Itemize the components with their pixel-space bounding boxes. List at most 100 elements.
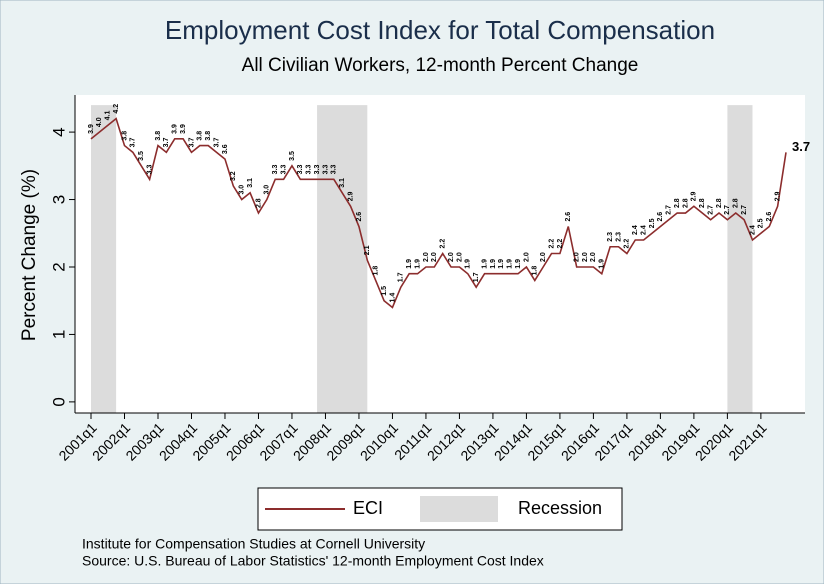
legend-label: ECI bbox=[353, 498, 383, 518]
data-label: 2.8 bbox=[716, 198, 723, 208]
data-label: 3.9 bbox=[88, 124, 95, 134]
data-label: 3.0 bbox=[264, 185, 271, 195]
data-label: 2.8 bbox=[699, 198, 706, 208]
note: Institute for Compensation Studies at Co… bbox=[82, 536, 425, 552]
chart-title: Employment Cost Index for Total Compensa… bbox=[165, 15, 715, 45]
data-label: 2.0 bbox=[590, 252, 597, 262]
data-label: 2.7 bbox=[666, 205, 673, 215]
data-label: 3.8 bbox=[205, 131, 212, 141]
data-label: 2.0 bbox=[574, 252, 581, 262]
y-tick-label: 2 bbox=[49, 262, 68, 271]
data-label: 3.5 bbox=[289, 151, 296, 161]
data-label: 3.8 bbox=[121, 131, 128, 141]
data-label: 2.5 bbox=[649, 218, 656, 228]
plot-area bbox=[75, 95, 805, 413]
data-label: 2.2 bbox=[440, 239, 447, 249]
data-label: 3.7 bbox=[188, 137, 195, 147]
data-label: 3.3 bbox=[272, 164, 279, 174]
data-label: 2.5 bbox=[758, 218, 765, 228]
data-label: 1.7 bbox=[398, 272, 405, 282]
chart-subtitle: All Civilian Workers, 12-month Percent C… bbox=[242, 55, 639, 76]
data-label: 3.5 bbox=[138, 151, 145, 161]
data-label: 1.9 bbox=[481, 259, 488, 269]
data-label: 1.9 bbox=[515, 259, 522, 269]
data-label: 2.4 bbox=[749, 225, 756, 235]
data-label: 3.3 bbox=[322, 164, 329, 174]
data-label: 3.2 bbox=[230, 171, 237, 181]
data-label: 4.1 bbox=[105, 111, 112, 121]
data-label: 3.7 bbox=[792, 139, 810, 154]
data-label: 3.0 bbox=[239, 185, 246, 195]
data-label: 3.7 bbox=[130, 137, 137, 147]
data-label: 3.3 bbox=[280, 164, 287, 174]
data-label: 1.9 bbox=[414, 259, 421, 269]
data-label: 2.0 bbox=[582, 252, 589, 262]
data-label: 2.0 bbox=[448, 252, 455, 262]
data-label: 3.3 bbox=[146, 164, 153, 174]
note: Source: U.S. Bureau of Labor Statistics'… bbox=[82, 553, 544, 569]
recession-band bbox=[91, 105, 117, 413]
data-label: 2.9 bbox=[691, 191, 698, 201]
data-label: 1.5 bbox=[381, 286, 388, 296]
data-label: 3.3 bbox=[314, 164, 321, 174]
data-label: 2.8 bbox=[733, 198, 740, 208]
data-label: 2.6 bbox=[356, 212, 363, 222]
data-label: 2.2 bbox=[557, 239, 564, 249]
data-label: 1.9 bbox=[490, 259, 497, 269]
data-label: 2.3 bbox=[607, 232, 614, 242]
y-tick-label: 1 bbox=[49, 330, 68, 339]
data-label: 3.8 bbox=[155, 131, 162, 141]
data-label: 2.2 bbox=[548, 239, 555, 249]
data-label: 1.9 bbox=[498, 259, 505, 269]
data-label: 1.7 bbox=[473, 272, 480, 282]
data-label: 3.1 bbox=[247, 178, 254, 188]
data-label: 2.9 bbox=[774, 191, 781, 201]
data-label: 1.8 bbox=[532, 266, 539, 276]
data-label: 2.0 bbox=[431, 252, 438, 262]
data-label: 1.8 bbox=[373, 266, 380, 276]
data-label: 2.7 bbox=[707, 205, 714, 215]
data-label: 1.9 bbox=[507, 259, 514, 269]
data-label: 2.7 bbox=[741, 205, 748, 215]
data-label: 2.4 bbox=[632, 225, 639, 235]
y-axis-label: Percent Change (%) bbox=[19, 169, 40, 341]
data-label: 4.2 bbox=[113, 104, 120, 114]
data-label: 3.9 bbox=[180, 124, 187, 134]
data-label: 2.7 bbox=[724, 205, 731, 215]
data-label: 1.9 bbox=[406, 259, 413, 269]
recession-band bbox=[727, 105, 753, 413]
data-label: 2.4 bbox=[640, 225, 647, 235]
data-label: 2.8 bbox=[682, 198, 689, 208]
legend-label: Recession bbox=[518, 498, 602, 518]
data-label: 2.6 bbox=[565, 212, 572, 222]
y-tick-label: 4 bbox=[49, 127, 68, 136]
data-label: 1.9 bbox=[465, 259, 472, 269]
data-label: 3.3 bbox=[297, 164, 304, 174]
y-tick-label: 3 bbox=[49, 195, 68, 204]
data-label: 1.4 bbox=[389, 293, 396, 303]
data-label: 2.6 bbox=[766, 212, 773, 222]
data-label: 3.3 bbox=[331, 164, 338, 174]
data-label: 2.6 bbox=[657, 212, 664, 222]
data-label: 3.7 bbox=[163, 137, 170, 147]
data-label: 4.0 bbox=[96, 117, 103, 127]
data-label: 2.8 bbox=[674, 198, 681, 208]
data-label: 2.8 bbox=[255, 198, 262, 208]
eci-line bbox=[90, 117, 787, 309]
data-label: 2.0 bbox=[540, 252, 547, 262]
legend-swatch bbox=[420, 496, 498, 522]
data-label: 2.2 bbox=[624, 239, 631, 249]
data-label: 3.8 bbox=[197, 131, 204, 141]
data-label: 2.1 bbox=[364, 245, 371, 255]
data-label: 3.9 bbox=[172, 124, 179, 134]
data-label: 2.9 bbox=[347, 191, 354, 201]
data-label: 3.1 bbox=[339, 178, 346, 188]
data-label: 3.3 bbox=[306, 164, 313, 174]
recession-band bbox=[317, 105, 368, 413]
data-label: 3.7 bbox=[213, 137, 220, 147]
data-label: 2.0 bbox=[523, 252, 530, 262]
data-label: 2.0 bbox=[423, 252, 430, 262]
data-label: 3.6 bbox=[222, 144, 229, 154]
data-label: 2.0 bbox=[456, 252, 463, 262]
